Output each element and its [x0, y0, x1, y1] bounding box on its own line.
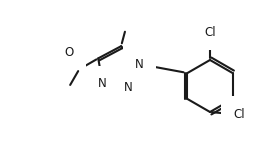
Text: N: N: [135, 58, 144, 71]
Text: O: O: [65, 46, 74, 58]
Text: Cl: Cl: [204, 25, 216, 38]
Text: N: N: [124, 81, 133, 94]
Text: N: N: [98, 77, 107, 90]
Text: Cl: Cl: [233, 108, 245, 121]
